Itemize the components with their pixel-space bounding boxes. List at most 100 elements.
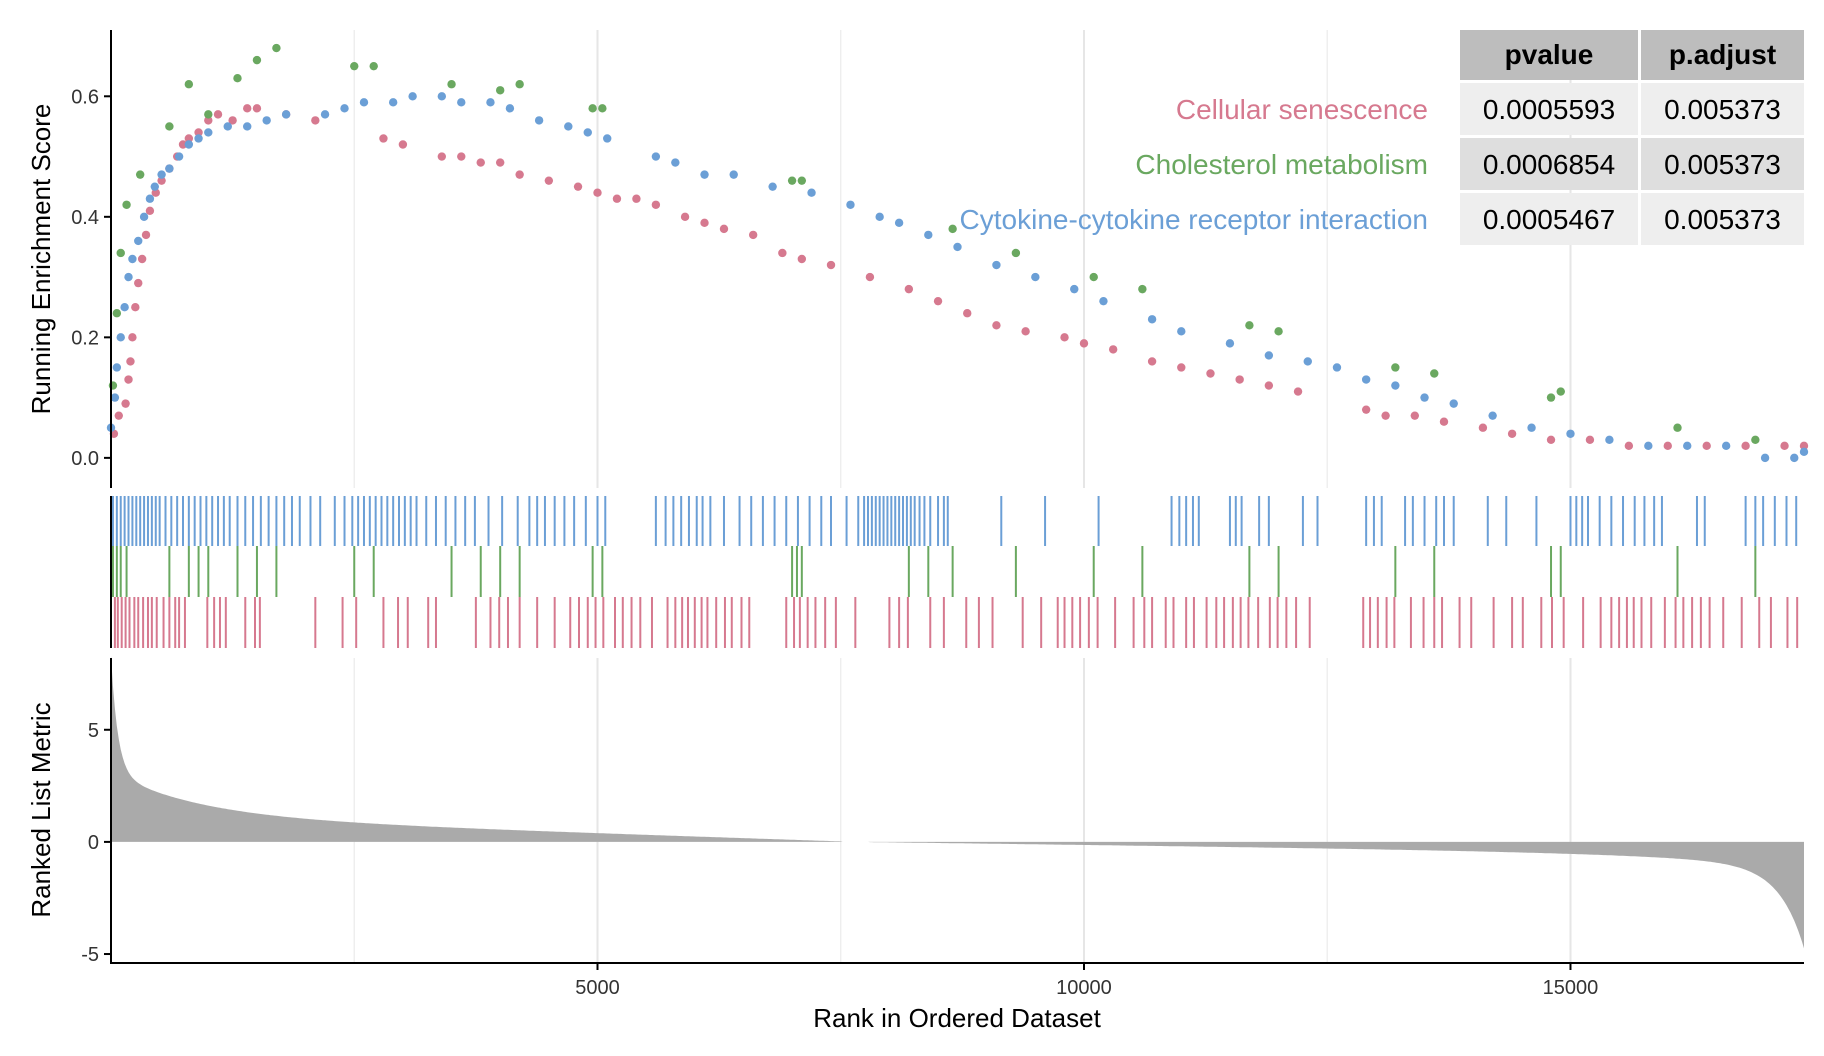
data-point — [150, 182, 159, 191]
data-point — [1741, 441, 1750, 451]
table-header-cell — [1641, 30, 1804, 80]
hits-cellular-senescence — [113, 597, 1799, 648]
data-point — [573, 182, 583, 191]
data-point — [112, 363, 122, 372]
data-point — [228, 116, 237, 125]
data-point — [134, 278, 143, 288]
data-point — [1245, 321, 1254, 330]
x-tick-label: 15000 — [1543, 977, 1599, 999]
x-tick-label: 5000 — [575, 977, 620, 999]
metric-panel: -5 0 5 5000 10000 15000 Ranked List Metric R… — [26, 655, 1804, 1033]
data-point — [141, 230, 151, 240]
data-point — [1624, 441, 1634, 451]
data-point — [379, 134, 388, 143]
data-point — [131, 303, 140, 312]
data-point — [233, 74, 242, 83]
data-point — [719, 224, 729, 234]
table-header-padjust: p.adjust — [1669, 39, 1776, 70]
table-padjust: 0.005373 — [1664, 94, 1781, 125]
data-point — [311, 116, 320, 125]
data-point — [1332, 363, 1342, 372]
table-header-cell — [1460, 30, 1638, 80]
data-point — [564, 122, 573, 131]
data-point — [204, 110, 213, 119]
data-point — [953, 242, 962, 252]
data-point — [1556, 387, 1565, 396]
table-cell — [1460, 138, 1638, 190]
data-point — [651, 200, 661, 209]
table-cell — [1460, 193, 1638, 245]
data-point — [116, 333, 125, 342]
data-point — [1760, 453, 1770, 463]
data-point — [369, 61, 378, 71]
data-point — [797, 254, 807, 264]
data-point — [1293, 387, 1303, 396]
data-point — [447, 80, 456, 89]
enrichment-y-tick-label: 0.6 — [71, 86, 99, 108]
data-point — [194, 134, 203, 143]
data-point — [1644, 441, 1653, 451]
data-point — [1021, 327, 1030, 336]
table-header-pvalue: pvalue — [1505, 39, 1594, 70]
data-point — [1527, 423, 1536, 432]
data-point — [495, 86, 505, 95]
data-point — [124, 272, 133, 282]
data-point — [1079, 339, 1089, 348]
data-point — [1410, 411, 1420, 420]
data-point — [174, 152, 184, 161]
table-cell — [1641, 138, 1804, 190]
table-cell — [1460, 83, 1638, 135]
data-point — [114, 411, 123, 420]
data-point — [904, 284, 914, 294]
data-point — [1089, 272, 1098, 282]
data-point — [121, 399, 130, 408]
data-point — [1673, 423, 1682, 432]
data-point — [145, 194, 155, 203]
data-point — [126, 357, 135, 366]
metric-area — [111, 655, 1804, 949]
data-point — [178, 140, 188, 149]
data-point — [632, 194, 641, 203]
data-point — [243, 104, 252, 113]
data-point — [1790, 453, 1799, 463]
series-cellular-senescence — [109, 104, 1809, 451]
data-point — [680, 212, 690, 222]
data-point — [457, 98, 466, 107]
data-point — [1391, 381, 1400, 390]
data-point — [486, 98, 495, 107]
data-point — [729, 170, 738, 179]
data-point — [748, 230, 758, 240]
data-point — [1011, 248, 1021, 258]
data-point — [476, 158, 485, 167]
data-point — [128, 254, 137, 264]
data-point — [1099, 296, 1108, 306]
data-point — [165, 164, 174, 173]
table-pvalue: 0.0006854 — [1483, 149, 1615, 180]
hits-panel — [110, 496, 1799, 648]
metric-grid — [353, 658, 1572, 963]
table-pvalue: 0.0005593 — [1483, 94, 1615, 125]
data-point — [320, 110, 330, 119]
data-point — [223, 122, 232, 131]
data-point — [1147, 357, 1157, 366]
data-point — [1361, 375, 1371, 384]
metric-y-tick-label: -5 — [81, 944, 99, 966]
data-point — [128, 333, 137, 342]
data-point — [408, 92, 417, 101]
data-point — [165, 122, 174, 131]
enrichment-y-tick-label: 0.2 — [71, 327, 99, 349]
enrichment-points — [106, 43, 1809, 463]
data-point — [262, 116, 271, 125]
hits-cytokine-cytokine-receptor-interaction — [111, 496, 1798, 546]
data-point — [1274, 327, 1283, 336]
data-point — [797, 176, 807, 185]
data-point — [1264, 351, 1274, 360]
data-point — [1303, 357, 1312, 366]
data-point — [1177, 327, 1186, 336]
data-point — [272, 43, 281, 53]
data-point — [671, 158, 680, 167]
data-point — [1683, 441, 1692, 451]
data-point — [1381, 411, 1390, 420]
data-point — [437, 152, 447, 161]
data-point — [110, 393, 120, 402]
